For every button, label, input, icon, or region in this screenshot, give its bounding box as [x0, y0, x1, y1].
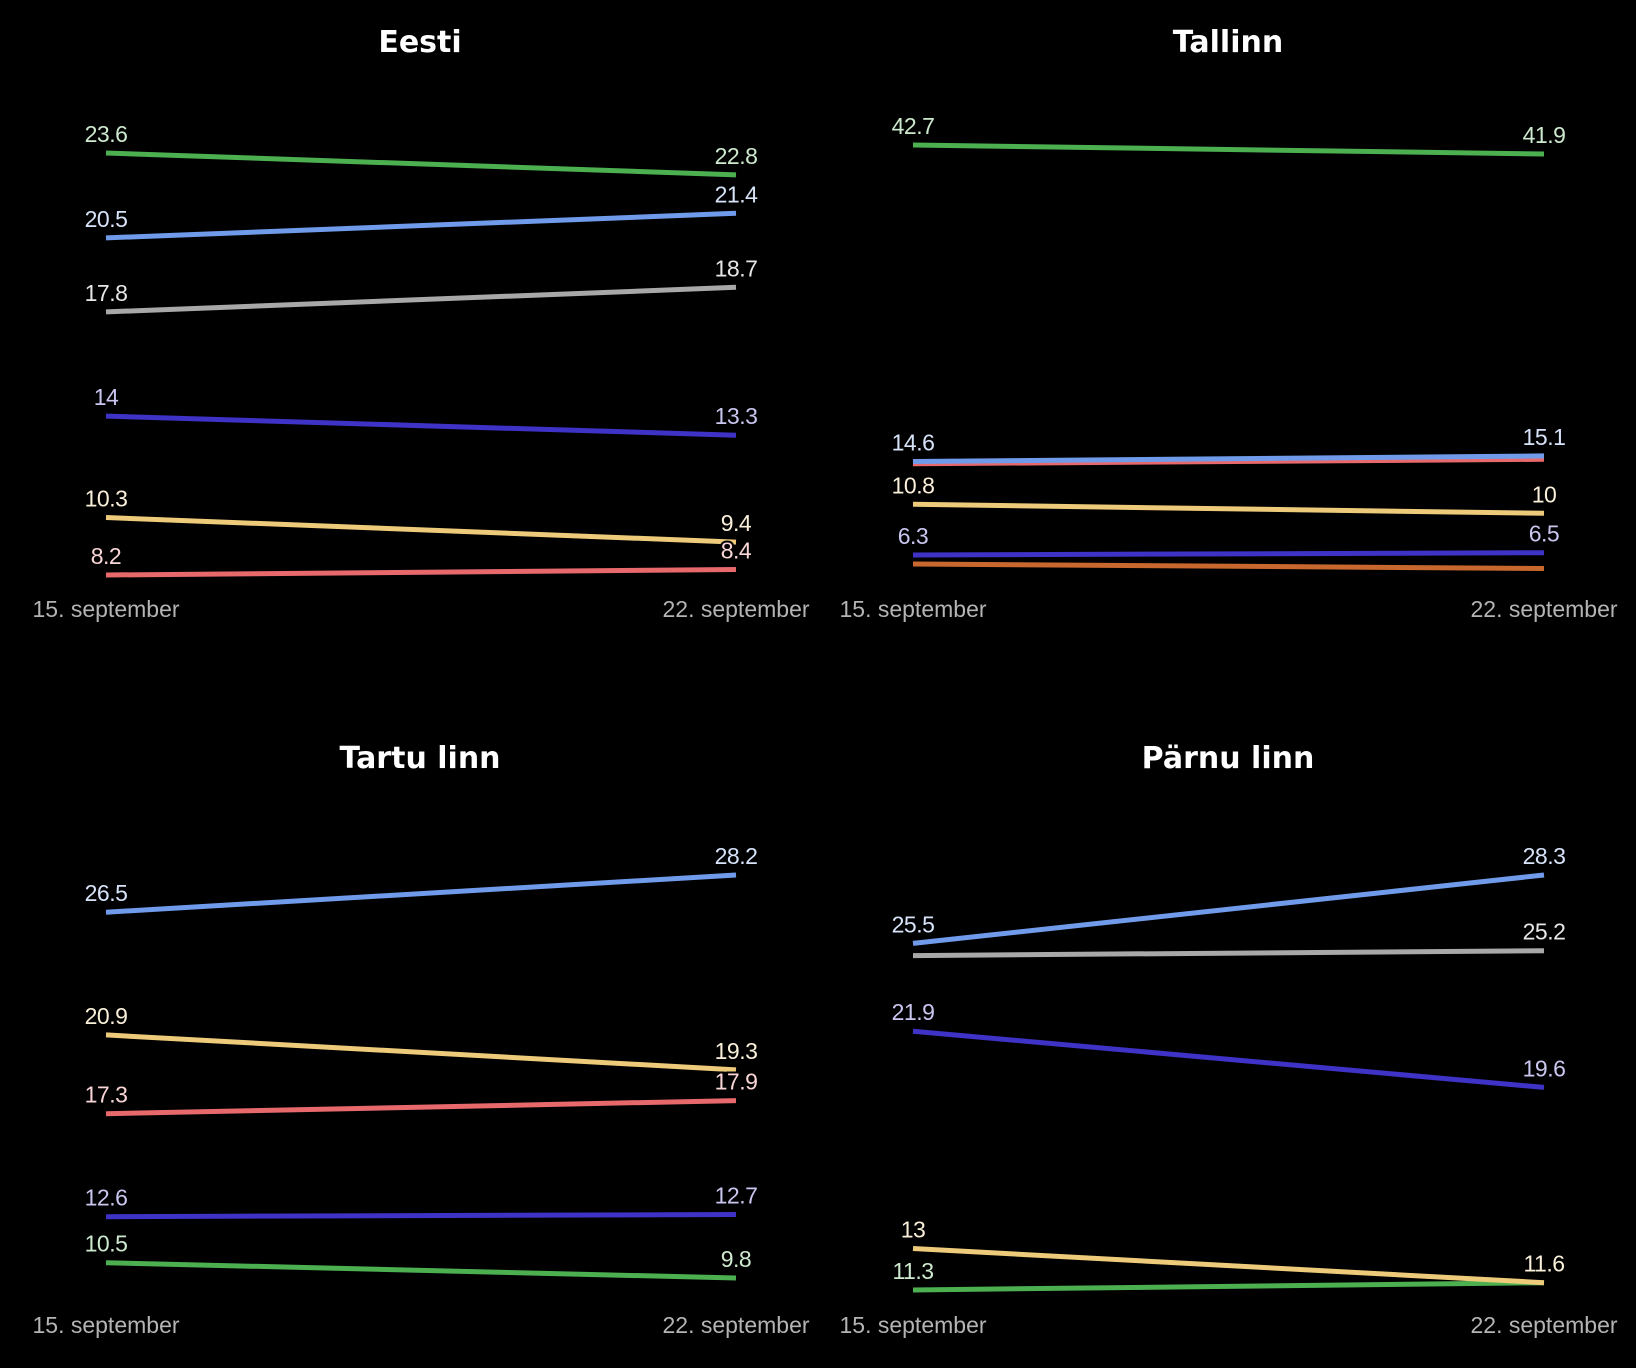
- series-lines: [105, 150, 737, 578]
- chart-panel-2: Tallinn 15. september 22. september 42.7 41.…: [839, 25, 1617, 622]
- series-line-yellow: [105, 515, 737, 545]
- x-tick-label: 15. september: [32, 596, 179, 622]
- data-label: 20.9: [85, 1003, 128, 1029]
- data-label: 25.5: [892, 911, 935, 937]
- data-label: 15.1: [1523, 424, 1566, 450]
- series-line-dark-blue: [105, 1212, 737, 1220]
- data-label: 14.6: [892, 430, 935, 456]
- data-label: 10.3: [85, 486, 128, 512]
- series-line-red: [105, 1098, 737, 1117]
- x-tick-label: 15. september: [839, 596, 986, 622]
- data-label: 8.4: [721, 538, 752, 564]
- series-line-light-blue: [912, 872, 1545, 946]
- x-tick-label: 22. september: [1470, 1312, 1617, 1338]
- series-line-orange: [912, 561, 1545, 571]
- data-label: 22.8: [715, 143, 758, 169]
- data-label: 8.2: [91, 543, 121, 569]
- data-label: 26.5: [85, 880, 128, 906]
- data-label: 19.3: [715, 1038, 758, 1064]
- data-label: 14: [94, 384, 119, 410]
- data-label: 11.3: [892, 1258, 933, 1284]
- data-labels: 25.5 28.3 25.2 21.9 19.6 13 11.6 11.3: [890, 841, 1568, 1286]
- chart-title: Pärnu linn: [1142, 741, 1315, 776]
- series-line-yellow: [912, 1246, 1545, 1286]
- x-tick-label: 22. september: [662, 596, 809, 622]
- series-line-dark-blue: [912, 1028, 1545, 1090]
- data-label: 21.9: [892, 999, 935, 1025]
- data-label: 18.7: [715, 255, 758, 281]
- x-tick-label: 22. september: [1470, 596, 1617, 622]
- data-label: 42.7: [892, 113, 935, 139]
- chart-title: Tallinn: [1173, 25, 1283, 60]
- series-line-green: [912, 1280, 1545, 1293]
- data-labels: 42.7 41.9 14.6 15.1 10.8 10 6.3 6.5: [890, 111, 1568, 551]
- chart-panel-4: Pärnu linn 15. september 22. september 25.5…: [839, 741, 1617, 1338]
- data-labels: 23.6 22.8 20.5 21.4 17.8 18.7 14 13.3 10.3 9.4 8.2…: [83, 119, 761, 571]
- series-line-green: [105, 150, 737, 178]
- data-label: 17.3: [85, 1082, 128, 1108]
- data-label: 20.5: [85, 206, 128, 232]
- data-labels: 26.5 28.2 20.9 19.3 17.3 17.9 12.6 12.7 10.5 9.8: [83, 841, 760, 1274]
- data-label: 13: [901, 1217, 926, 1243]
- data-label: 10.8: [892, 472, 935, 498]
- x-tick-label: 15. september: [839, 1312, 986, 1338]
- series-line-gray: [912, 948, 1545, 959]
- data-label: 17.8: [85, 280, 128, 306]
- data-label: 6.5: [1529, 521, 1559, 547]
- data-label: 6.3: [898, 523, 928, 549]
- x-tick-label: 15. september: [32, 1312, 179, 1338]
- series-line-light-blue: [912, 453, 1545, 464]
- x-tick-label: 22. september: [662, 1312, 809, 1338]
- data-label: 21.4: [715, 181, 758, 207]
- series-line-light-blue: [105, 210, 737, 241]
- data-label: 9.4: [721, 510, 752, 536]
- data-label: 25.2: [1523, 919, 1566, 945]
- chart-title: Eesti: [378, 25, 461, 60]
- series-line-red: [105, 567, 737, 578]
- data-label: 9.8: [721, 1246, 751, 1272]
- series-line-green: [912, 142, 1545, 157]
- data-label: 11.6: [1523, 1251, 1564, 1277]
- data-label: 13.3: [715, 403, 758, 429]
- data-label: 41.9: [1523, 122, 1566, 148]
- data-label: 28.2: [715, 843, 758, 869]
- series-line-yellow: [912, 501, 1545, 516]
- series-lines: [912, 872, 1545, 1293]
- chart-title: Tartu linn: [339, 741, 500, 776]
- series-line-gray: [105, 284, 737, 315]
- series-line-light-blue: [105, 872, 737, 915]
- series-line-yellow: [105, 1032, 737, 1073]
- series-lines: [105, 872, 737, 1281]
- data-label: 19.6: [1523, 1055, 1566, 1081]
- data-label: 12.7: [715, 1183, 758, 1209]
- series-line-dark-blue: [912, 550, 1545, 558]
- series-lines: [912, 142, 1545, 571]
- chart-panel-3: Tartu linn 15. september 22. september 26.5…: [32, 741, 809, 1338]
- data-label: 28.3: [1523, 843, 1566, 869]
- data-label: 10: [1532, 481, 1557, 507]
- data-label: 17.9: [715, 1069, 758, 1095]
- data-label: 12.6: [85, 1185, 128, 1211]
- data-label: 10.5: [85, 1231, 128, 1257]
- series-line-green: [105, 1260, 737, 1281]
- series-line-dark-blue: [105, 413, 737, 438]
- data-label: 23.6: [85, 121, 128, 147]
